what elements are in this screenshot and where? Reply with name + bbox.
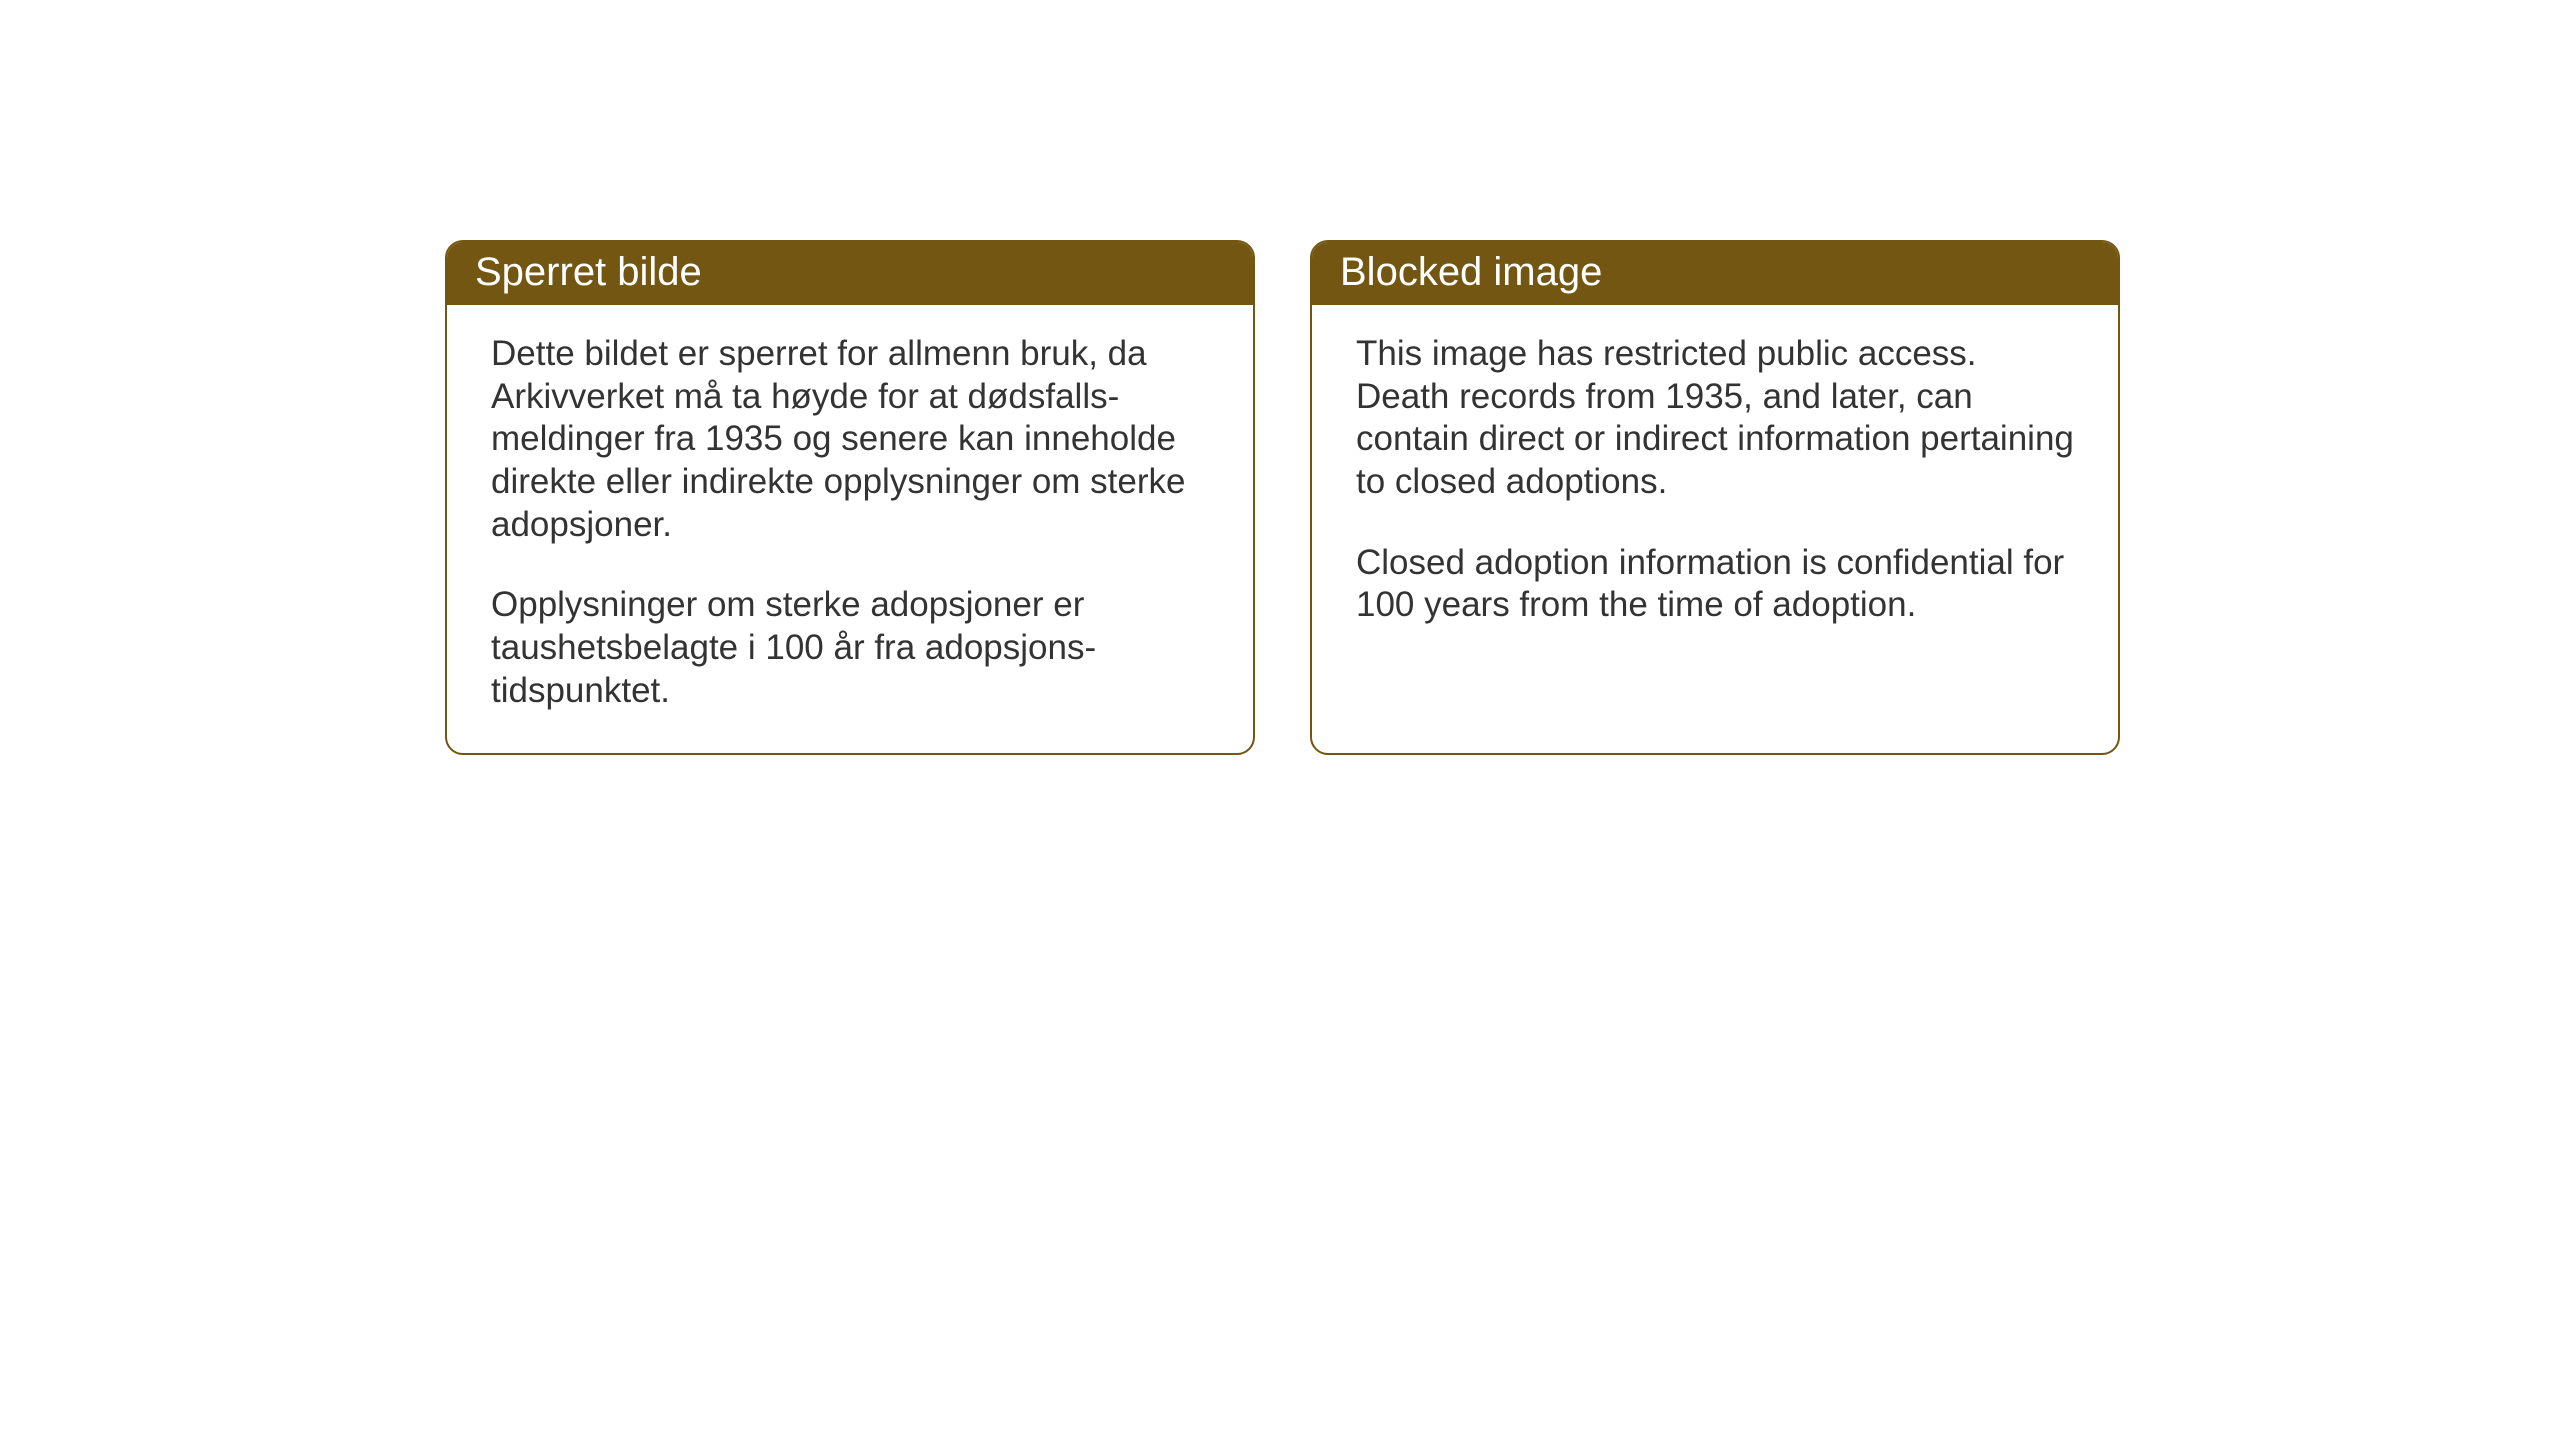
card-english: Blocked image This image has restricted … bbox=[1310, 240, 2120, 755]
card-para1-norwegian: Dette bildet er sperret for allmenn bruk… bbox=[491, 333, 1209, 546]
card-title-english: Blocked image bbox=[1340, 250, 1602, 294]
card-body-english: This image has restricted public access.… bbox=[1312, 305, 2118, 667]
card-para2-english: Closed adoption information is confident… bbox=[1356, 542, 2074, 627]
card-header-english: Blocked image bbox=[1312, 242, 2118, 305]
card-header-norwegian: Sperret bilde bbox=[447, 242, 1253, 305]
card-body-norwegian: Dette bildet er sperret for allmenn bruk… bbox=[447, 305, 1253, 753]
card-title-norwegian: Sperret bilde bbox=[475, 250, 702, 294]
card-para2-norwegian: Opplysninger om sterke adopsjoner er tau… bbox=[491, 584, 1209, 712]
notice-container: Sperret bilde Dette bildet er sperret fo… bbox=[445, 240, 2120, 755]
card-norwegian: Sperret bilde Dette bildet er sperret fo… bbox=[445, 240, 1255, 755]
card-para1-english: This image has restricted public access.… bbox=[1356, 333, 2074, 504]
